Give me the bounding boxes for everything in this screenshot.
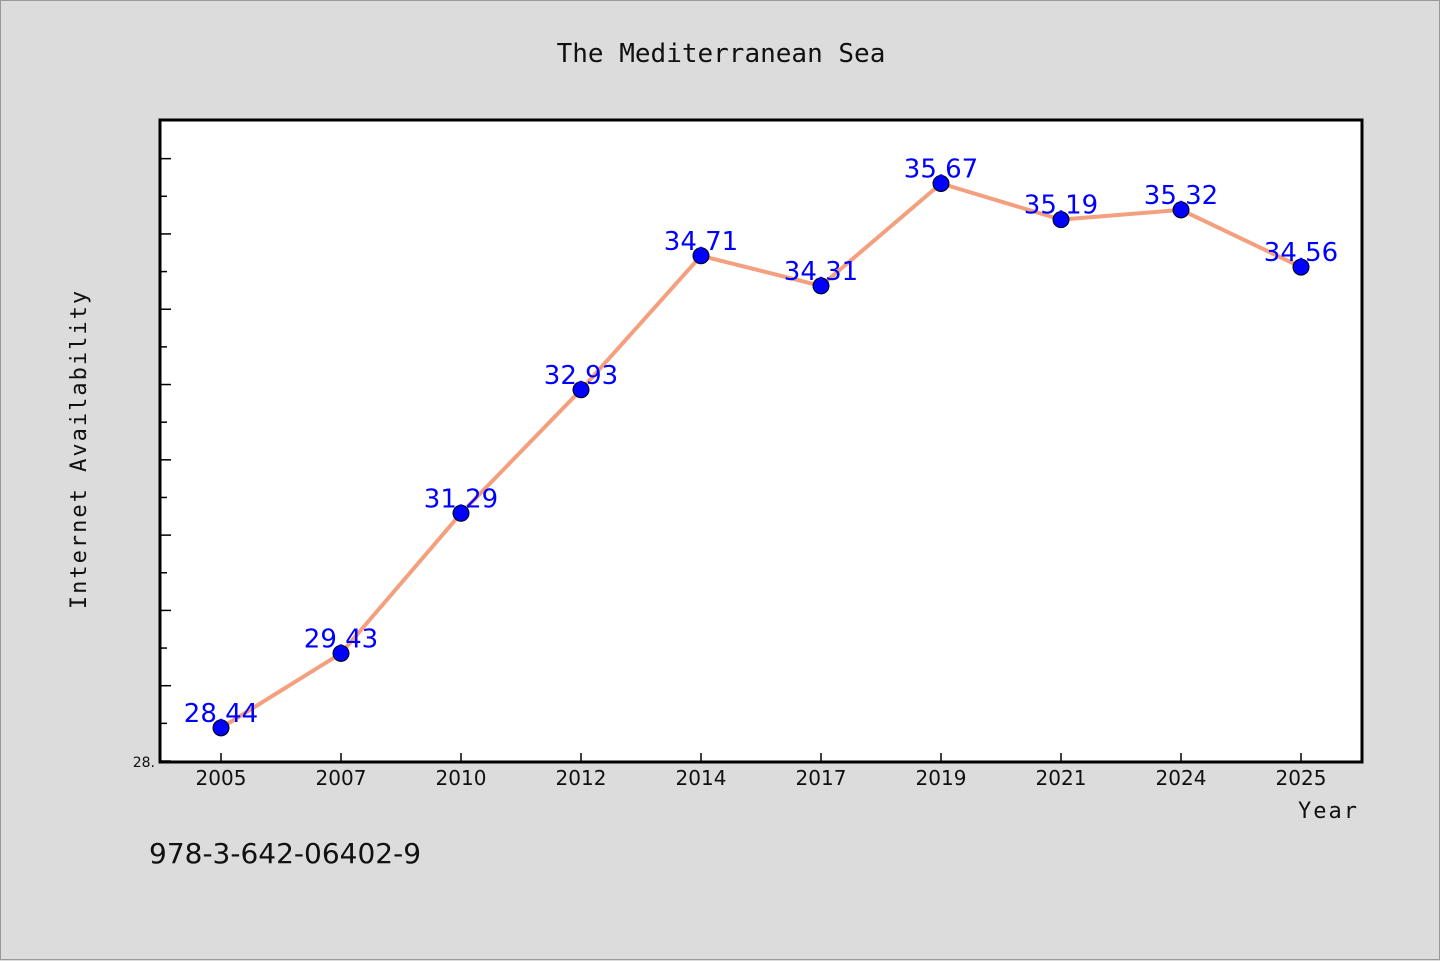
data-label: 35.32: [1144, 181, 1218, 211]
data-point: [1292, 258, 1310, 276]
data-point: [212, 719, 230, 737]
data-point: [332, 644, 350, 662]
x-tick-label: 2019: [916, 766, 967, 790]
x-tick-label: 2005: [196, 766, 247, 790]
series-markers: [212, 174, 1310, 737]
data-point: [932, 174, 950, 192]
x-tick-label: 2007: [316, 766, 367, 790]
y-axis-label: Internet Availability: [67, 289, 92, 609]
data-label: 35.67: [904, 154, 978, 184]
y-tick-label: 28.: [133, 755, 155, 771]
x-axis-ticks: [220, 753, 1302, 761]
y-axis-ticks: [161, 157, 171, 762]
data-labels: 28.44 29.43 31.29 32.93 34.71 34.31 35.67 35.19…: [184, 154, 1338, 728]
isbn-footer: 978-3-642-06402-9: [149, 837, 421, 870]
x-tick-label: 2010: [436, 766, 487, 790]
data-label: 35.19: [1024, 191, 1098, 221]
data-label: 29.43: [304, 624, 378, 654]
plot-area: [158, 118, 1364, 764]
data-label: 34.31: [784, 257, 858, 287]
data-label: 31.29: [424, 484, 498, 514]
data-point: [452, 504, 470, 522]
x-tick-label: 2021: [1036, 766, 1087, 790]
data-label: 34.71: [664, 227, 738, 257]
x-axis-tick-labels: 2005 2007 2010 2012 2014 2017 2019 2021 2024 2025: [196, 766, 1327, 790]
x-tick-label: 2024: [1156, 766, 1207, 790]
data-point: [692, 247, 710, 265]
x-tick-label: 2017: [796, 766, 847, 790]
x-tick-label: 2012: [556, 766, 607, 790]
x-tick-label: 2014: [676, 766, 727, 790]
x-axis-label: Year: [1298, 799, 1359, 824]
x-tick-label: 2025: [1276, 766, 1327, 790]
data-point: [1052, 211, 1070, 229]
series-line: [219, 181, 1303, 730]
data-point: [572, 381, 590, 399]
chart-title: The Mediterranean Sea: [557, 39, 886, 69]
data-label: 28.44: [184, 699, 258, 729]
data-point: [1172, 201, 1190, 219]
data-point: [812, 277, 830, 295]
data-label: 32.93: [544, 361, 618, 391]
data-label: 34.56: [1264, 238, 1338, 268]
